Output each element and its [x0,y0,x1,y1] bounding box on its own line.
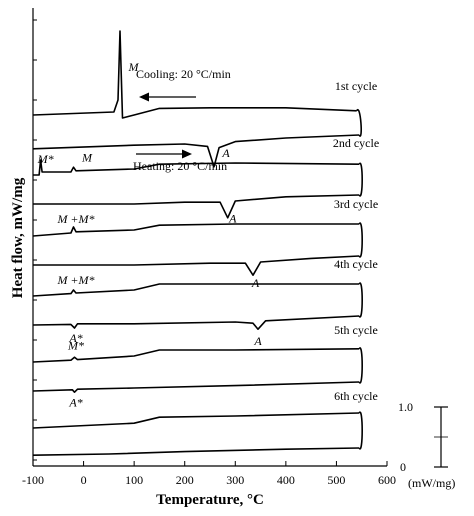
scale-bar-unit-label: (mW/mg) [408,476,455,490]
cycle-1-cooling-curve [32,30,357,119]
x-axis-tick-label: 100 [125,473,143,487]
cycle-1-end-cap [355,109,363,137]
peak-label: A [228,212,237,226]
cycle-label: 6th cycle [334,389,378,403]
peak-label: M [128,60,140,74]
cycle-6-cooling-curve [32,412,360,429]
peak-label: A [251,276,260,290]
x-axis-tick-label: 0 [81,473,87,487]
scale-bar: 1.0 0 (mW/mg) [398,400,455,490]
scale-bar-top-label: 1.0 [398,400,413,414]
cycle-label: 1st cycle [335,79,377,93]
cooling-arrow-head [139,92,149,102]
cycle-2-heating-curve [33,194,360,219]
cycle-label: 4th cycle [334,257,378,271]
cycle-label: 3rd cycle [334,197,378,211]
cycle-1-heating-curve [32,134,360,168]
loop-end-caps [355,109,363,450]
x-axis-title: Temperature, °C [156,492,264,508]
cycle-4-cooling-curve [32,283,360,297]
cycle-label: 2nd cycle [333,136,379,150]
cycle-2-end-cap [358,162,363,197]
peak-label: A [221,146,230,160]
peak-label: M +M* [56,273,94,287]
x-axis-tick-label: 400 [277,473,295,487]
dsc-curves [32,30,360,456]
plot-frame [32,8,387,467]
peak-label: A* [68,331,82,345]
cycle-6-heating-curve [32,447,360,456]
cycle-3-heating-curve [33,255,360,276]
cycle-5-end-cap [358,347,363,384]
x-axis-tick-labels: -100 0 100 200 300 400 500 600 [22,473,396,487]
peak-label: M* [67,338,84,352]
x-axis-tick-label: -100 [22,473,44,487]
peak-labels: MAM* MAM +M*AM +M*A* AM*A* [37,60,263,410]
peak-label: M +M* [56,212,94,226]
y-axis-title: Heat flow, mW/mg [10,177,26,298]
cycle-4-end-cap [358,282,363,318]
peak-label: A* [68,396,82,410]
scale-bar-bottom-label: 0 [400,460,406,474]
cycle-labels: 1st cycle 2nd cycle 3rd cycle 4th cycle 5th … [333,79,379,403]
x-axis-tick-label: 500 [327,473,345,487]
cycle-3-end-cap [358,222,363,258]
peak-label: M* [37,152,54,166]
heating-arrow-head [182,149,192,159]
x-axis-tick-label: 300 [226,473,244,487]
cycle-4-heating-curve [32,315,360,330]
cycle-2-cooling-curve [33,159,360,176]
cycle-5-heating-curve [32,381,360,393]
cycle-5-cooling-curve [32,348,360,363]
cycle-3-cooling-curve [32,223,360,237]
heating-rate-label: Heating: 20 °C/min [133,159,227,173]
y-axis-ticks [33,19,37,461]
peak-label: A [253,334,262,348]
cooling-rate-label: Cooling: 20 °C/min [136,67,231,81]
x-axis-tick-label: 200 [176,473,194,487]
x-axis-ticks [32,461,388,466]
peak-label: M [81,151,93,165]
x-axis-tick-label: 600 [378,473,396,487]
rate-annotations: Cooling: 20 °C/min Heating: 20 °C/min [133,67,231,173]
cycle-6-end-cap [358,411,363,450]
cycle-label: 5th cycle [334,323,378,337]
